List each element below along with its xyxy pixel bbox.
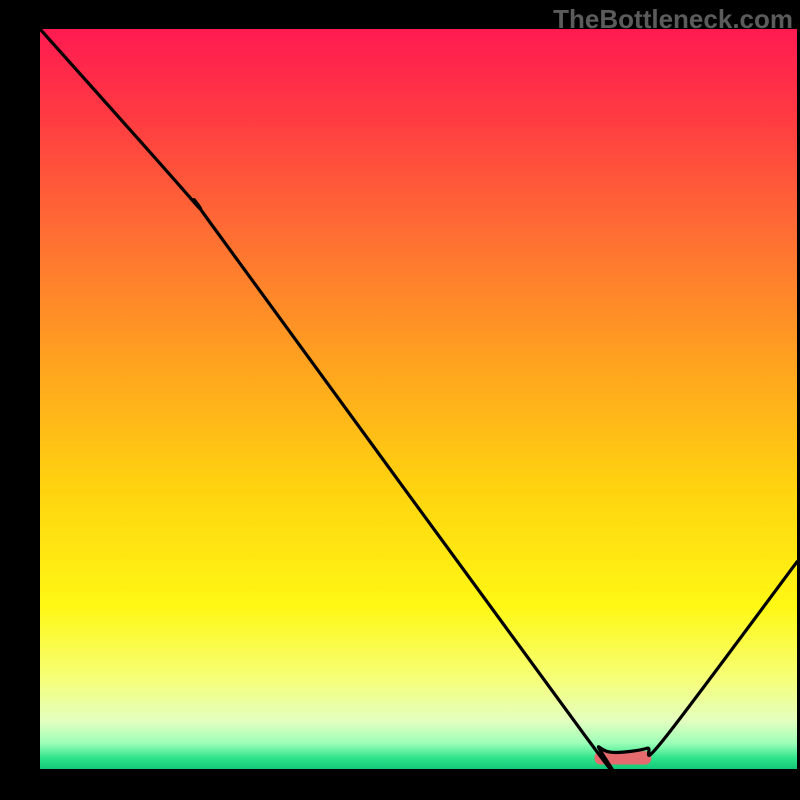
chart-frame: TheBottleneck.com	[0, 0, 800, 800]
chart-svg	[40, 29, 797, 769]
watermark-text: TheBottleneck.com	[553, 4, 793, 35]
gradient-background	[40, 29, 797, 769]
plot-area	[40, 29, 797, 769]
